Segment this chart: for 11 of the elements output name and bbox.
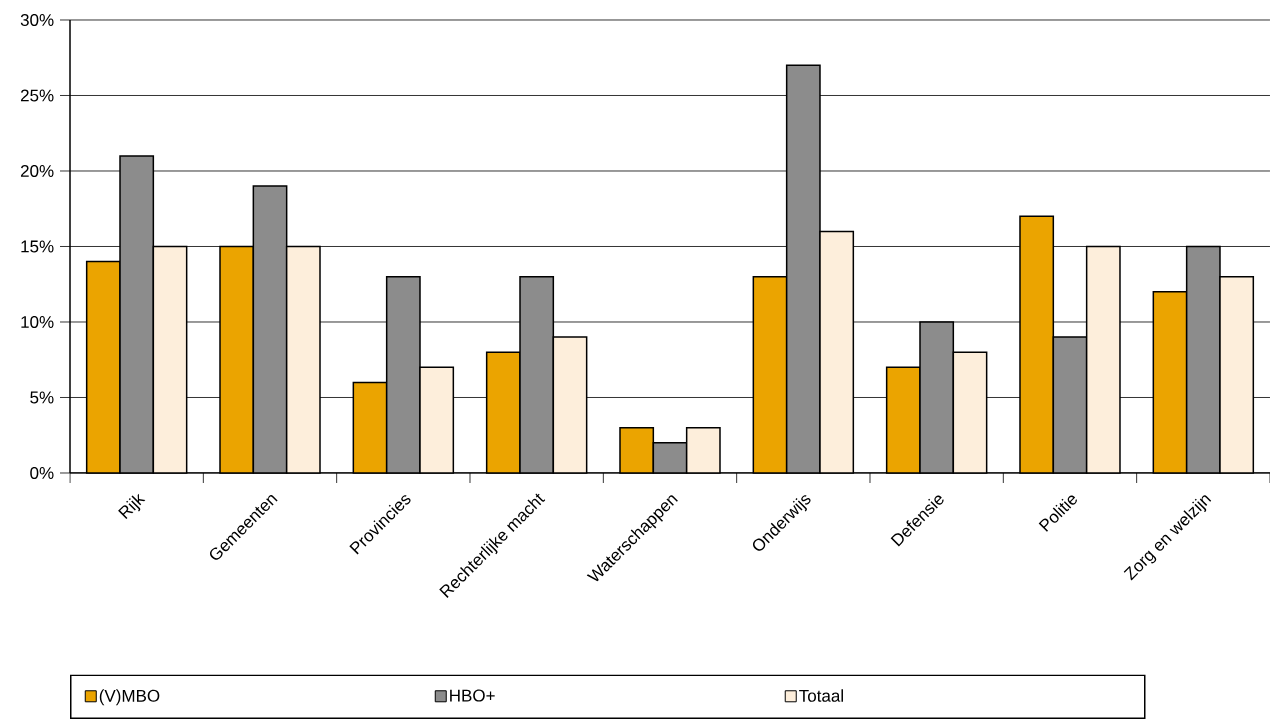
x-tick-label: Rijk [118, 493, 146, 520]
legend-label: (V)MBO [99, 689, 160, 706]
legend-label: HBO+ [450, 689, 495, 702]
y-tick-label: 5% [30, 391, 54, 404]
y-tick-label: 25% [20, 89, 54, 102]
y-tick-label: 10% [21, 315, 54, 329]
y-tick-label: 20% [20, 164, 54, 178]
y-tick-label: 15% [21, 240, 54, 253]
y-tick-label: 0% [30, 466, 54, 480]
y-tick-label: 30% [20, 13, 54, 27]
legend-label: Totaal [799, 689, 843, 702]
